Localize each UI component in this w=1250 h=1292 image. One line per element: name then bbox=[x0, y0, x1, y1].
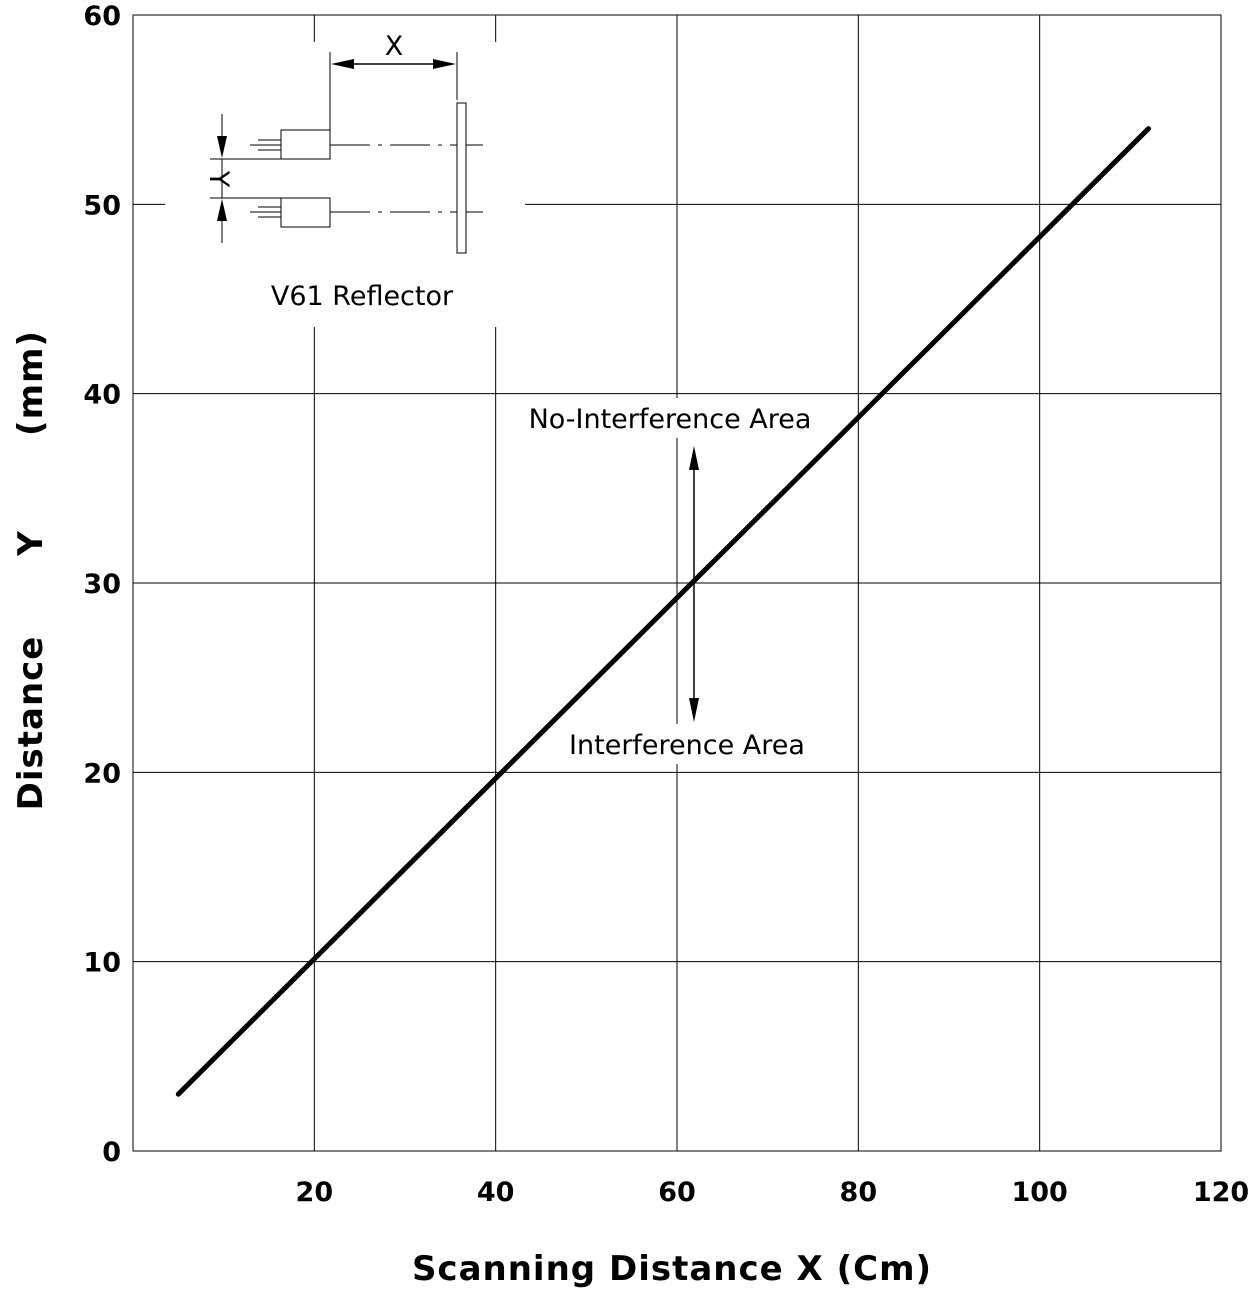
plot-frame bbox=[132, 14, 1222, 1152]
upper-label-mask bbox=[505, 398, 835, 438]
y-axis-title-part-1: Distance bbox=[11, 636, 51, 811]
y-tick-label: 60 bbox=[83, 1, 121, 32]
x-tick-labels: 20 40 60 80 100 120 bbox=[296, 1177, 1250, 1208]
lower-label-mask bbox=[550, 724, 822, 764]
upper-region-label: No-Interference Area bbox=[529, 404, 812, 435]
y-tick-labels: 0 10 20 30 40 50 60 bbox=[83, 1, 121, 1168]
series-line bbox=[175, 126, 1151, 1097]
inset-x-label: X bbox=[385, 31, 404, 62]
x-axis-title: Scanning Distance X (Cm) bbox=[412, 1249, 932, 1289]
y-axis-title-part-3: (mm) bbox=[11, 330, 51, 436]
lower-region-label: Interference Area bbox=[569, 730, 805, 761]
y-tick-label: 20 bbox=[83, 758, 121, 789]
x-tick-label: 60 bbox=[658, 1177, 696, 1208]
x-tick-label: 40 bbox=[477, 1177, 515, 1208]
inset-diagram: X Y V61 Reflector bbox=[203, 31, 483, 312]
region-arrow bbox=[676, 446, 699, 722]
y-tick-label: 10 bbox=[83, 948, 121, 979]
y-tick-label: 40 bbox=[83, 380, 121, 411]
x-tick-label: 120 bbox=[1193, 1177, 1249, 1208]
inset-caption: V61 Reflector bbox=[271, 281, 454, 312]
y-tick-label: 50 bbox=[83, 190, 121, 221]
y-tick-label: 0 bbox=[102, 1137, 121, 1168]
y-axis-title-part-2: Y bbox=[11, 530, 51, 557]
x-tick-label: 100 bbox=[1011, 1177, 1067, 1208]
x-tick-label: 80 bbox=[840, 1177, 878, 1208]
y-tick-label: 30 bbox=[83, 569, 121, 600]
x-tick-label: 20 bbox=[296, 1177, 334, 1208]
y-axis-title: Distance Y (mm) bbox=[11, 330, 51, 810]
inset-y-label: Y bbox=[203, 170, 234, 188]
